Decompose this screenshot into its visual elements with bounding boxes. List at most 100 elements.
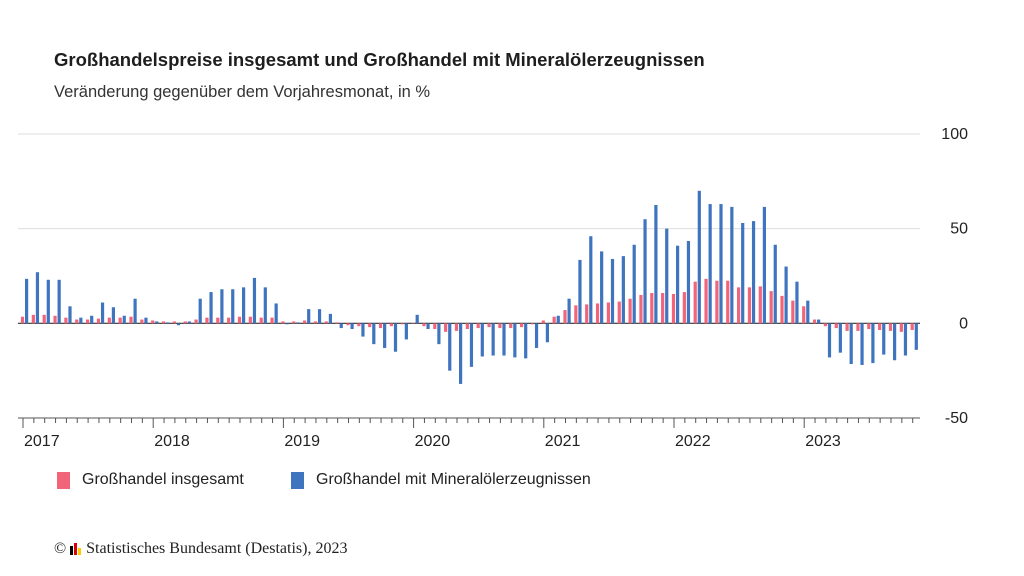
x-tick-label: 2017 — [24, 433, 60, 450]
bar-mineraloel — [144, 317, 148, 324]
bar-mineraloel — [263, 287, 267, 324]
bar-mineraloel — [697, 190, 701, 324]
bar-mineraloel — [556, 315, 560, 324]
bar-mineraloel — [903, 323, 908, 356]
bar-grosshandel-insgesamt — [747, 287, 752, 324]
bar-grosshandel-insgesamt — [129, 316, 133, 324]
bar-grosshandel-insgesamt — [433, 323, 437, 330]
bar-grosshandel-insgesamt — [357, 323, 361, 327]
bar-mineraloel — [610, 258, 615, 324]
bar-grosshandel-insgesamt — [183, 321, 187, 324]
bar-mineraloel — [176, 323, 181, 326]
bar-grosshandel-insgesamt — [400, 323, 404, 325]
bar-grosshandel-insgesamt — [888, 323, 893, 331]
bar-mineraloel — [35, 272, 40, 324]
bar-mineraloel — [817, 319, 821, 324]
bar-grosshandel-insgesamt — [422, 323, 426, 327]
bar-mineraloel — [860, 323, 864, 365]
bar-mineraloel — [79, 317, 83, 324]
legend-item-grosshandel-insgesamt[interactable]: Großhandel insgesamt — [57, 471, 244, 489]
bar-grosshandel-insgesamt — [530, 323, 535, 325]
bar-mineraloel — [383, 323, 387, 348]
axes: 100 50 0 -50 2017 2018 2019 2020 2021 2022 2023 — [22, 126, 968, 450]
bar-mineraloel — [545, 323, 549, 343]
bar-mineraloel — [361, 323, 365, 337]
bar-mineraloel — [57, 279, 61, 324]
bar-mineraloel — [404, 323, 408, 340]
bar-mineraloel — [187, 321, 191, 324]
bar-mineraloel — [914, 323, 918, 350]
bar-grosshandel-insgesamt — [31, 314, 35, 324]
bar-grosshandel-insgesamt — [834, 323, 838, 329]
bar-mineraloel — [242, 287, 246, 324]
bar-grosshandel-insgesamt — [802, 306, 806, 324]
legend-swatch — [291, 471, 304, 489]
bar-grosshandel-insgesamt — [650, 293, 654, 324]
bar-grosshandel-insgesamt — [216, 317, 220, 324]
bar-grosshandel-insgesamt — [758, 286, 762, 324]
bar-mineraloel — [708, 204, 712, 324]
bar-mineraloel — [784, 266, 788, 324]
bar-grosshandel-insgesamt — [509, 323, 513, 329]
bar-grosshandel-insgesamt — [335, 322, 339, 324]
bar-grosshandel-insgesamt — [498, 323, 502, 329]
bar-mineraloel — [415, 314, 419, 324]
bar-grosshandel-insgesamt — [878, 323, 882, 330]
bar-grosshandel-insgesamt — [715, 280, 719, 324]
bar-mineraloel — [806, 300, 810, 324]
bar-mineraloel — [339, 323, 343, 329]
bar-grosshandel-insgesamt — [823, 323, 827, 327]
bar-grosshandel-insgesamt — [726, 280, 730, 324]
x-tick-label: 2020 — [415, 433, 451, 450]
x-tick-label: 2019 — [284, 433, 320, 450]
y-tick-label: 100 — [941, 126, 968, 143]
bar-grosshandel-insgesamt — [476, 323, 480, 329]
bar-grosshandel-insgesamt — [107, 317, 111, 324]
bar-grosshandel-insgesamt — [465, 323, 469, 330]
legend-label: Großhandel insgesamt — [82, 471, 244, 488]
bar-grosshandel-insgesamt — [248, 316, 252, 324]
bar-grosshandel-insgesamt — [606, 302, 610, 324]
bar-mineraloel — [448, 323, 452, 371]
bar-mineraloel — [25, 278, 29, 324]
bar-mineraloel — [133, 298, 137, 324]
bar-mineraloel — [686, 240, 691, 324]
bar-grosshandel-insgesamt — [693, 281, 697, 324]
bar-mineraloel — [741, 222, 745, 324]
bar-grosshandel-insgesamt — [454, 323, 459, 331]
bar-grosshandel-insgesamt — [791, 300, 795, 324]
bar-mineraloel — [589, 236, 593, 324]
bar-grosshandel-insgesamt — [585, 304, 589, 324]
bar-mineraloel — [122, 315, 126, 324]
bar-grosshandel-insgesamt — [53, 315, 57, 324]
bar-mineraloel — [502, 323, 506, 356]
legend-item-mineraloelerzeugnisse[interactable]: Großhandel mit Mineralölerzeugnissen — [291, 471, 591, 489]
bar-mineraloel — [296, 322, 300, 324]
bar-mineraloel — [893, 323, 897, 361]
x-tick-label: 2022 — [675, 433, 711, 450]
bar-mineraloel — [654, 205, 658, 324]
bar-grosshandel-insgesamt — [64, 317, 68, 324]
bar-mineraloel — [719, 204, 723, 324]
bar-mineraloel — [231, 289, 235, 324]
bar-grosshandel-insgesamt — [541, 320, 545, 324]
bar-grosshandel-insgesamt — [270, 317, 274, 324]
bar-grosshandel-insgesamt — [42, 314, 46, 324]
bar-grosshandel-insgesamt — [389, 323, 393, 327]
bar-mineraloel — [111, 307, 115, 324]
copyright-symbol: © — [54, 540, 67, 557]
bar-grosshandel-insgesamt — [378, 323, 383, 329]
bar-grosshandel-insgesamt — [368, 323, 372, 328]
bar-mineraloel — [524, 323, 528, 359]
bar-mineraloel — [827, 323, 832, 358]
bar-mineraloel — [209, 292, 213, 324]
legend-label: Großhandel mit Mineralölerzeugnissen — [316, 471, 591, 488]
bar-grosshandel-insgesamt — [487, 323, 491, 328]
x-tick-label: 2021 — [545, 433, 581, 450]
bar-mineraloel — [762, 206, 766, 324]
bar-grosshandel-insgesamt — [96, 318, 101, 324]
bar-mineraloel — [90, 315, 94, 324]
bar-grosshandel-insgesamt — [671, 293, 676, 324]
bars — [20, 190, 918, 384]
